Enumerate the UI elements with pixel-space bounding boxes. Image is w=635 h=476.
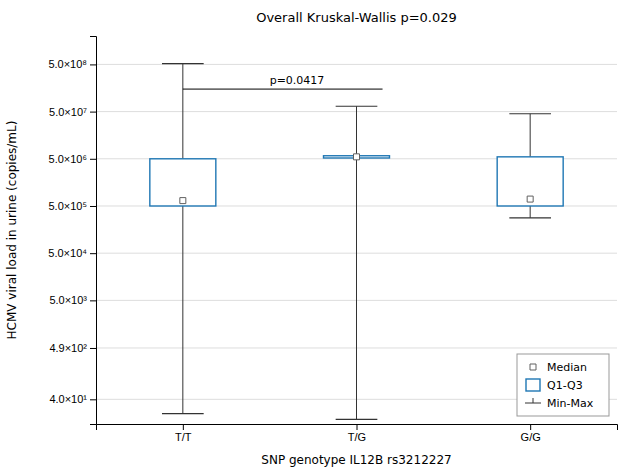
grid-line <box>96 64 617 65</box>
y-tick: 5.0×10⁴ <box>48 247 96 259</box>
box <box>150 159 216 206</box>
y-tick-mark <box>90 399 96 400</box>
y-axis-line <box>90 37 97 425</box>
y-tick-mark <box>90 112 96 113</box>
y-tick: 4.0×10¹ <box>49 393 96 405</box>
y-tick-label: 4.9×10² <box>49 342 87 354</box>
y-tick: 4.9×10² <box>49 342 96 354</box>
annotation-text: p=0.0417 <box>270 74 325 87</box>
y-tick-label: 4.0×10¹ <box>49 393 87 405</box>
legend-label: Q1-Q3 <box>547 379 583 392</box>
y-tick-mark <box>90 300 96 301</box>
x-tick-label: T/G <box>348 431 366 443</box>
legend-item: Median <box>530 361 587 374</box>
legend-item: Q1-Q3 <box>526 379 583 392</box>
lower-whisker <box>182 206 183 414</box>
legend-label: Min-Max <box>547 397 594 410</box>
x-tick-mark <box>183 424 184 430</box>
chart: 4.0×10¹ 4.9×10² 5.0×10³ 5.0×10⁴ 5.0×10⁵ 5.0×1… <box>0 0 635 476</box>
legend-item: Min-Max <box>525 397 594 410</box>
x-axis-line <box>97 425 618 431</box>
y-tick-mark <box>90 64 96 65</box>
x-tick-label: G/G <box>521 431 541 443</box>
median-marker <box>180 198 186 204</box>
x-tick: G/G <box>521 424 541 443</box>
median-marker <box>354 154 360 160</box>
legend-frame <box>517 354 609 416</box>
y-tick-label: 5.0×10⁴ <box>48 247 87 259</box>
legend: Median Q1-Q3 Min-Max <box>517 354 609 416</box>
legend-symbol <box>530 364 536 370</box>
box-group <box>497 114 563 218</box>
y-axis-title: HCMV viral load in urine (copies/mL) <box>5 121 19 340</box>
annotation-line <box>183 89 383 90</box>
box <box>497 157 563 206</box>
lower-cap <box>336 419 378 420</box>
y-tick-mark <box>90 206 96 207</box>
y-tick: 5.0×10⁵ <box>48 200 96 212</box>
legend-symbol <box>533 398 534 403</box>
upper-whisker <box>182 64 183 159</box>
legend-symbol <box>526 379 540 391</box>
lower-whisker <box>530 206 531 218</box>
y-tick-label: 5.0×10⁷ <box>49 106 87 118</box>
upper-whisker <box>530 114 531 157</box>
upper-cap <box>509 113 551 114</box>
y-tick: 5.0×10⁷ <box>49 106 96 118</box>
y-tick-label: 5.0×10³ <box>49 294 87 306</box>
box-group <box>324 106 390 419</box>
x-tick: T/T <box>175 424 192 443</box>
upper-cap <box>162 63 204 64</box>
legend-label: Median <box>547 361 587 374</box>
lower-cap <box>509 217 551 218</box>
upper-cap <box>336 106 378 107</box>
x-tick-mark <box>357 424 358 430</box>
y-tick-label: 5.0×10⁵ <box>48 200 87 212</box>
marks <box>150 64 563 420</box>
y-tick-label: 5.0×10⁸ <box>48 58 87 70</box>
x-tick-label: T/T <box>175 431 192 443</box>
upper-whisker <box>356 106 357 156</box>
lower-whisker <box>356 158 357 419</box>
y-tick-mark <box>90 348 96 349</box>
lower-cap <box>162 413 204 414</box>
y-tick-mark <box>90 253 96 254</box>
y-tick: 5.0×10⁶ <box>49 153 96 165</box>
x-tick: T/G <box>348 424 366 443</box>
y-tick-mark <box>90 159 96 160</box>
median-marker <box>527 196 533 202</box>
y-tick: 5.0×10⁸ <box>48 58 96 70</box>
plot: 4.0×10¹ 4.9×10² 5.0×10³ 5.0×10⁴ 5.0×10⁵ 5.0×1… <box>48 37 617 443</box>
x-axis-title: SNP genotype IL12B rs3212227 <box>261 453 451 467</box>
box-group <box>150 64 216 414</box>
y-tick: 5.0×10³ <box>49 294 96 306</box>
y-axis: 4.0×10¹ 4.9×10² 5.0×10³ 5.0×10⁴ 5.0×10⁵ 5.0×1… <box>48 37 96 425</box>
title: Overall Kruskal-Wallis p=0.029 <box>256 10 457 25</box>
x-axis: T/T T/G G/G <box>97 424 618 443</box>
x-tick-mark <box>530 424 531 430</box>
y-tick-label: 5.0×10⁶ <box>49 153 87 165</box>
